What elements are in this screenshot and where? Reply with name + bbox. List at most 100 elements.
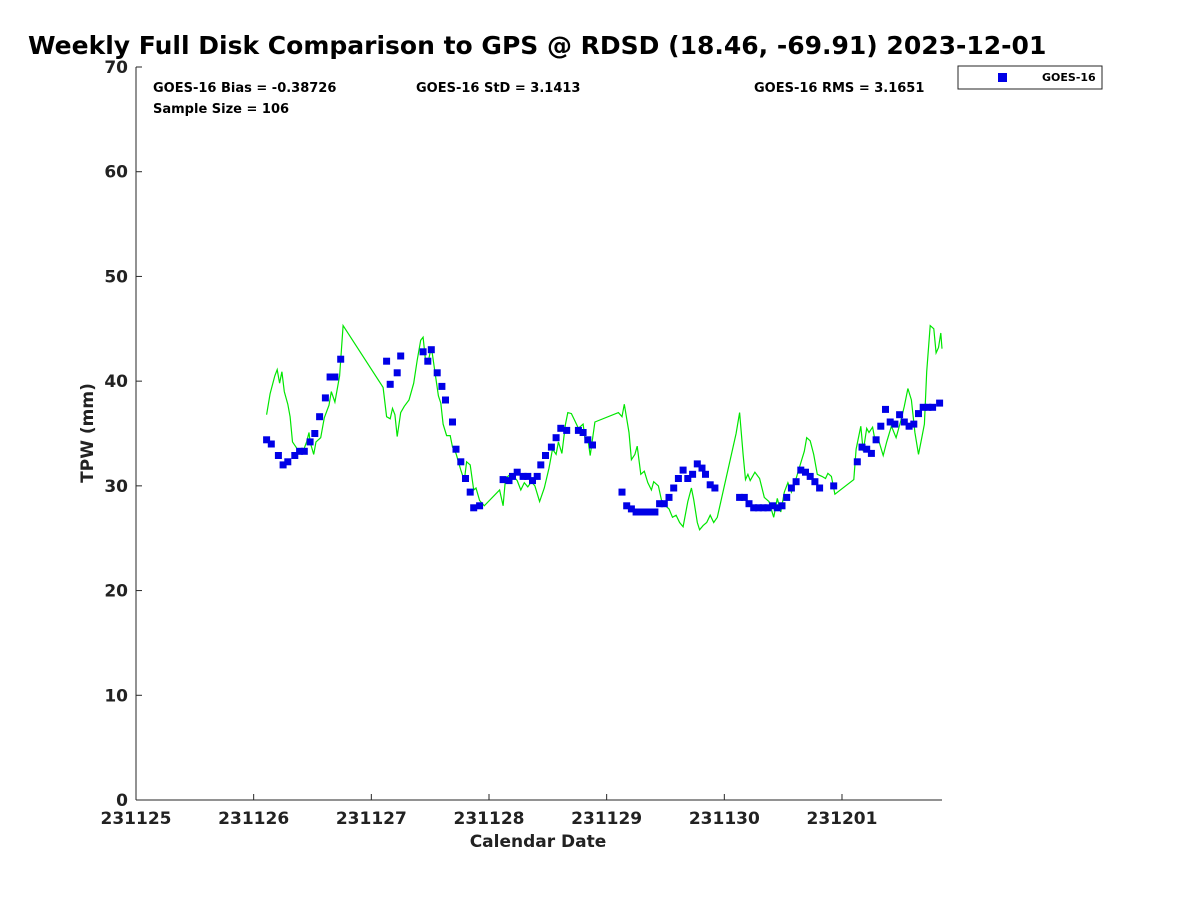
data-point bbox=[656, 500, 664, 508]
x-axis-label: Calendar Date bbox=[470, 832, 607, 852]
data-point bbox=[660, 500, 668, 508]
bias-stat: GOES-16 Bias = -0.38726 bbox=[153, 81, 336, 96]
data-point bbox=[778, 502, 786, 510]
data-point bbox=[291, 452, 299, 459]
data-point bbox=[321, 394, 329, 402]
data-point bbox=[442, 396, 449, 404]
data-point bbox=[679, 466, 687, 474]
y-tick-label: 20 bbox=[104, 582, 128, 602]
data-point bbox=[872, 436, 880, 444]
y-tick-label: 60 bbox=[104, 163, 128, 183]
x-tick-label: 231126 bbox=[218, 809, 289, 829]
y-tick-label: 70 bbox=[104, 58, 128, 78]
data-point bbox=[754, 504, 762, 512]
data-point bbox=[882, 405, 889, 413]
data-point bbox=[466, 488, 474, 496]
data-point bbox=[438, 382, 446, 390]
data-point bbox=[736, 493, 744, 501]
y-axis-ticks: 0 10 20 30 40 50 60 70 bbox=[104, 58, 142, 811]
data-point bbox=[702, 470, 709, 478]
x-tick-label: 231130 bbox=[689, 809, 760, 829]
data-point bbox=[524, 472, 532, 480]
data-point bbox=[886, 418, 894, 426]
data-point bbox=[618, 488, 626, 496]
x-tick-label: 231127 bbox=[336, 809, 407, 829]
data-point bbox=[279, 461, 287, 469]
data-point bbox=[519, 472, 527, 480]
data-point bbox=[393, 369, 401, 377]
data-point bbox=[816, 484, 824, 492]
data-point bbox=[693, 460, 701, 468]
legend-box bbox=[957, 65, 1103, 90]
data-point bbox=[542, 452, 549, 459]
data-point bbox=[452, 445, 460, 453]
plot-axes bbox=[135, 67, 942, 801]
x-tick-label: 231129 bbox=[571, 809, 642, 829]
data-point bbox=[427, 346, 435, 354]
data-point bbox=[419, 348, 427, 356]
data-point bbox=[331, 373, 339, 381]
data-point bbox=[674, 475, 682, 482]
data-point bbox=[750, 504, 758, 512]
data-point bbox=[274, 452, 282, 459]
data-point bbox=[623, 502, 631, 510]
data-point bbox=[830, 482, 838, 490]
data-point bbox=[863, 445, 871, 453]
data-point bbox=[300, 447, 308, 455]
y-tick-label: 50 bbox=[104, 267, 128, 287]
data-point bbox=[797, 466, 805, 474]
data-point bbox=[637, 508, 645, 516]
data-point bbox=[627, 505, 635, 513]
data-point bbox=[867, 449, 875, 457]
data-point bbox=[513, 468, 521, 476]
data-point bbox=[924, 403, 932, 411]
series-layer bbox=[263, 323, 944, 532]
x-tick-label: 231201 bbox=[806, 809, 877, 829]
data-point bbox=[584, 436, 592, 444]
data-point bbox=[706, 481, 714, 489]
data-point bbox=[457, 458, 465, 466]
rms-stat: GOES-16 RMS = 3.1651 bbox=[754, 81, 924, 96]
std-stat: GOES-16 StD = 3.1413 bbox=[416, 81, 580, 96]
data-point bbox=[574, 426, 582, 434]
sample-size-stat: Sample Size = 106 bbox=[153, 102, 289, 117]
y-tick-label: 10 bbox=[104, 686, 128, 706]
series-line-gps bbox=[266, 323, 943, 532]
data-point bbox=[537, 461, 545, 469]
data-point bbox=[533, 472, 541, 480]
data-point bbox=[326, 373, 334, 381]
data-point bbox=[905, 422, 913, 430]
chart-title: Weekly Full Disk Comparison to GPS @ RDS… bbox=[28, 31, 1046, 60]
data-point bbox=[547, 443, 555, 451]
data-point bbox=[919, 403, 927, 411]
legend: GOES-16 bbox=[957, 65, 1103, 90]
data-point bbox=[424, 357, 432, 365]
data-point bbox=[936, 399, 944, 407]
data-point bbox=[769, 502, 777, 510]
data-point bbox=[311, 430, 319, 437]
data-point bbox=[296, 447, 304, 455]
data-point bbox=[383, 357, 391, 365]
legend-label-goes16: GOES-16 bbox=[1042, 71, 1096, 84]
data-point bbox=[929, 403, 937, 411]
y-axis-label: TPW (mm) bbox=[78, 383, 98, 483]
data-point bbox=[632, 508, 640, 516]
y-tick-label: 30 bbox=[104, 477, 128, 497]
data-point bbox=[711, 484, 719, 492]
data-point bbox=[858, 443, 866, 451]
data-point bbox=[665, 493, 673, 501]
data-point bbox=[773, 504, 781, 512]
legend-marker-square bbox=[998, 73, 1007, 82]
data-point bbox=[263, 436, 271, 444]
data-point bbox=[579, 429, 587, 436]
data-point bbox=[505, 477, 513, 485]
data-point bbox=[783, 493, 791, 501]
data-point bbox=[433, 369, 441, 377]
y-tick-label: 0 bbox=[116, 791, 128, 811]
data-point bbox=[811, 478, 819, 486]
x-axis-ticks: 231125 231126 231127 231128 231129 231130 2312… bbox=[101, 794, 877, 829]
data-point bbox=[896, 411, 904, 419]
data-point bbox=[764, 504, 772, 512]
data-point bbox=[900, 418, 908, 426]
data-point bbox=[853, 458, 861, 466]
